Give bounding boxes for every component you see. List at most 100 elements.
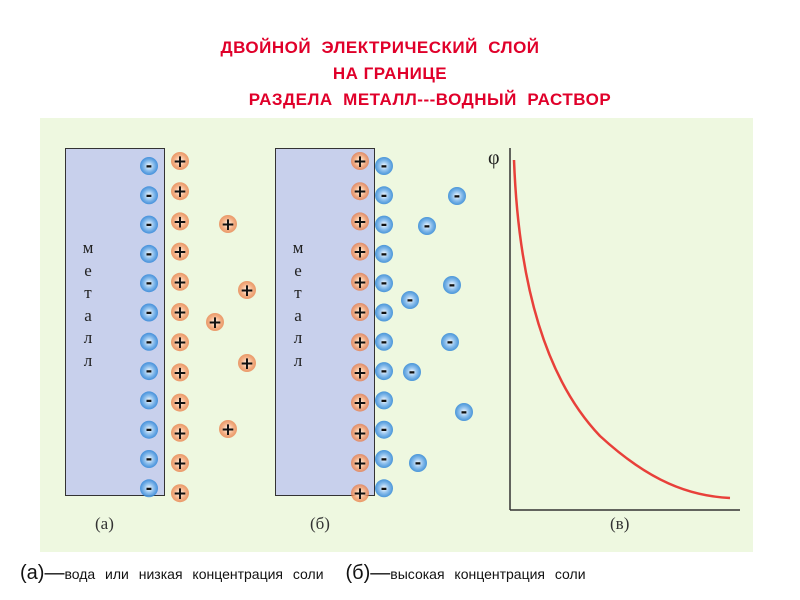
anion-circle [443, 276, 461, 294]
cation-sign: + [353, 303, 367, 323]
anion-sign: - [381, 361, 388, 380]
metal-letter: т [84, 283, 92, 302]
anion-circle [140, 420, 158, 439]
cation-circle [171, 152, 189, 170]
metal-letter: т [294, 283, 302, 302]
anion-sign: - [146, 215, 153, 234]
metal-letter: м [82, 238, 94, 257]
anion-circle [403, 363, 421, 381]
anion-sign: - [146, 390, 153, 409]
metal-letter: а [84, 305, 92, 325]
anion-sign: - [146, 449, 153, 468]
anion-sign: - [146, 244, 153, 263]
anion-circle [418, 217, 436, 235]
cation-sign: + [353, 273, 367, 293]
cation-circle [171, 333, 189, 352]
metal-letter: л [83, 328, 93, 347]
anion-sign: - [424, 216, 431, 235]
caption-a-text: вода или низкая концентрация соли [64, 566, 324, 582]
cation-circle [171, 454, 189, 472]
cation-circle [351, 484, 369, 503]
caption-b-mark: (б)— [345, 562, 391, 584]
anion-sign: - [407, 290, 414, 309]
ions-layer: ------------++++++++++++++++++++++++++++… [140, 152, 473, 504]
anion-sign: - [449, 275, 456, 294]
title-line-1: ДВОЙНОЙ ЭЛЕКТРИЧЕСКИЙ СЛОЙ [220, 38, 540, 57]
cation-circle [171, 363, 189, 382]
anion-sign: - [415, 453, 422, 472]
cation-circle [351, 303, 369, 321]
cation-sign: + [208, 313, 222, 333]
anion-circle [448, 187, 466, 205]
cation-sign: + [173, 363, 187, 383]
cation-sign: + [173, 424, 187, 444]
anion-circle [375, 362, 393, 381]
cation-circle [351, 152, 369, 170]
anion-sign: - [381, 478, 388, 497]
cation-circle [351, 363, 369, 382]
title-line-2: НА ГРАНИЦЕ [332, 64, 448, 83]
metal-letter: л [293, 350, 303, 370]
ion-group: ------------++++++++++++++++++++++++++++… [140, 152, 473, 504]
cation-circle [351, 272, 369, 291]
anion-sign: - [146, 361, 153, 380]
anion-circle [140, 450, 158, 468]
anion-sign: - [146, 332, 153, 351]
potential-graph: φ [488, 147, 740, 511]
anion-sign: - [409, 362, 416, 381]
anion-sign: - [381, 390, 388, 409]
metal-plate-b: м е т а л л [275, 148, 375, 496]
metal-letter: а [294, 305, 302, 325]
cation-circle [238, 281, 256, 299]
anion-sign: - [381, 215, 388, 234]
anion-sign: - [381, 244, 388, 263]
diagram-panel: м е т а л л м е т а л л [40, 118, 753, 552]
anion-circle [140, 362, 158, 381]
cation-sign: + [353, 182, 367, 202]
cation-circle [171, 303, 189, 321]
anion-circle [375, 332, 393, 351]
metal-letter: е [294, 260, 302, 280]
anion-circle [140, 157, 158, 175]
cation-sign: + [221, 420, 235, 440]
anion-circle [375, 244, 393, 263]
panel-label-b: (б) [310, 514, 330, 533]
cation-sign: + [173, 182, 187, 202]
anion-sign: - [146, 273, 153, 292]
caption-a-mark: (а)— [20, 562, 65, 584]
anion-circle [140, 303, 158, 322]
anion-circle [441, 333, 459, 351]
anion-sign: - [381, 303, 388, 322]
anion-sign: - [381, 273, 388, 292]
panel-label-v: (в) [610, 514, 630, 533]
cation-circle [219, 215, 237, 233]
anion-circle [375, 215, 393, 234]
anion-circle [140, 274, 158, 293]
anion-sign: - [381, 156, 388, 175]
caption-b-text: высокая концентрация соли [390, 566, 586, 582]
cation-sign: + [240, 281, 254, 301]
anion-circle [140, 391, 158, 410]
cation-sign: + [173, 152, 187, 172]
cation-circle [351, 393, 369, 412]
cation-sign: + [173, 484, 187, 504]
metal-letter: л [293, 328, 303, 347]
cation-sign: + [353, 243, 367, 263]
cation-sign: + [353, 484, 367, 504]
cation-sign: + [353, 152, 367, 172]
cation-sign: + [173, 243, 187, 263]
cation-circle [351, 333, 369, 352]
anion-circle [401, 291, 419, 309]
cation-sign: + [173, 394, 187, 414]
cation-circle [238, 354, 256, 372]
anion-circle [375, 450, 393, 468]
cation-sign: + [353, 333, 367, 353]
anion-circle [375, 391, 393, 410]
anion-sign: - [146, 420, 153, 439]
cation-circle [351, 212, 369, 231]
cation-sign: + [353, 394, 367, 414]
anion-circle [375, 186, 393, 205]
cation-circle [171, 242, 189, 261]
cation-sign: + [173, 212, 187, 232]
cation-sign: + [221, 215, 235, 235]
